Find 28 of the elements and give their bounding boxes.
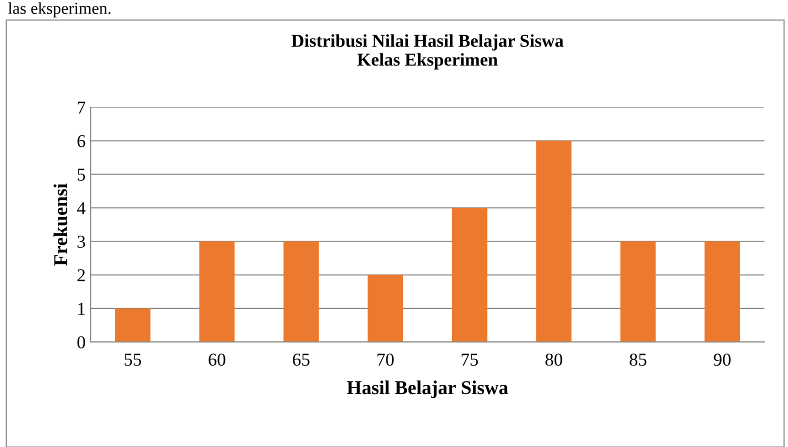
bar: [199, 241, 235, 342]
bar: [704, 241, 740, 342]
x-axis-title: Hasil Belajar Siswa: [346, 380, 508, 398]
y-tick-label: 3: [78, 236, 86, 248]
y-tick-label: 6: [78, 135, 86, 148]
y-tick-label: 5: [78, 168, 86, 181]
text: las eksperimen.: [8, 2, 110, 18]
bar: [536, 140, 572, 342]
x-tick-label: 55: [124, 354, 142, 366]
x-tick-label: 75: [462, 354, 478, 366]
bar: [115, 308, 150, 342]
y-tick-label: 2: [78, 269, 85, 282]
bar: [620, 241, 656, 342]
x-tick-label: 65: [292, 354, 310, 366]
x-tick-label: 80: [545, 354, 562, 366]
y-tick-label: 4: [77, 202, 86, 214]
x-tick-label: 90: [714, 354, 731, 366]
bar: [283, 241, 319, 342]
y-tick-label: 1: [78, 302, 85, 315]
chart-title: Distribusi Nilai Hasil Belajar Siswa Kelas Eksperimen: [292, 34, 564, 70]
x-tick-label: 70: [378, 354, 394, 366]
y-tick-label: 7: [78, 102, 86, 114]
x-tick-label: 60: [208, 354, 226, 366]
bar: [452, 208, 488, 342]
y-tick-label: 0: [77, 336, 86, 348]
y-axis-title: Frekuensi: [54, 183, 68, 266]
bar: [368, 274, 404, 342]
x-tick-label: 85: [630, 354, 646, 366]
